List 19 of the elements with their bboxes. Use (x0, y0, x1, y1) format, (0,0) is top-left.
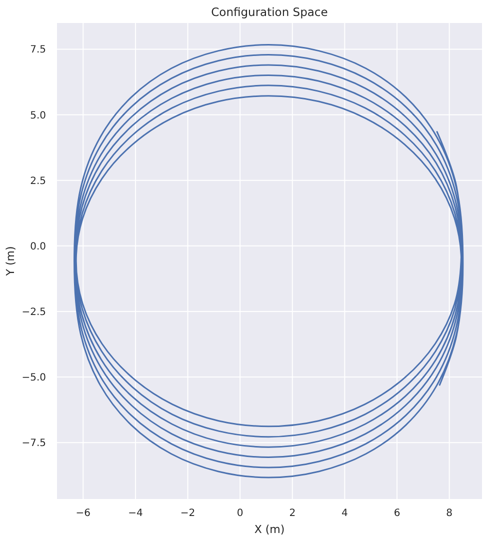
y-axis-title: Y (m) (4, 246, 17, 277)
y-tick-label: −2.5 (22, 306, 46, 318)
y-tick-label: −5.0 (22, 372, 46, 384)
x-tick-label: −2 (180, 508, 196, 519)
y-tick-label: 5.0 (30, 110, 46, 122)
x-tick-label: 4 (342, 508, 348, 519)
y-tick-label: 0.0 (30, 241, 46, 252)
x-tick-label: 6 (394, 508, 400, 519)
x-tick-label: −4 (128, 508, 143, 519)
line-series (74, 44, 464, 478)
y-tick-label: −7.5 (22, 438, 46, 450)
x-axis-title: X (m) (254, 523, 285, 536)
y-tick-label: 2.5 (30, 176, 46, 187)
x-tick-label: 8 (446, 508, 452, 519)
x-tick-label: 0 (236, 508, 244, 519)
y-tick-label: 7.5 (30, 44, 46, 56)
x-tick-label: 2 (289, 508, 296, 519)
chart-title: Configuration Space (211, 5, 328, 19)
x-tick-label: −6 (76, 508, 91, 519)
